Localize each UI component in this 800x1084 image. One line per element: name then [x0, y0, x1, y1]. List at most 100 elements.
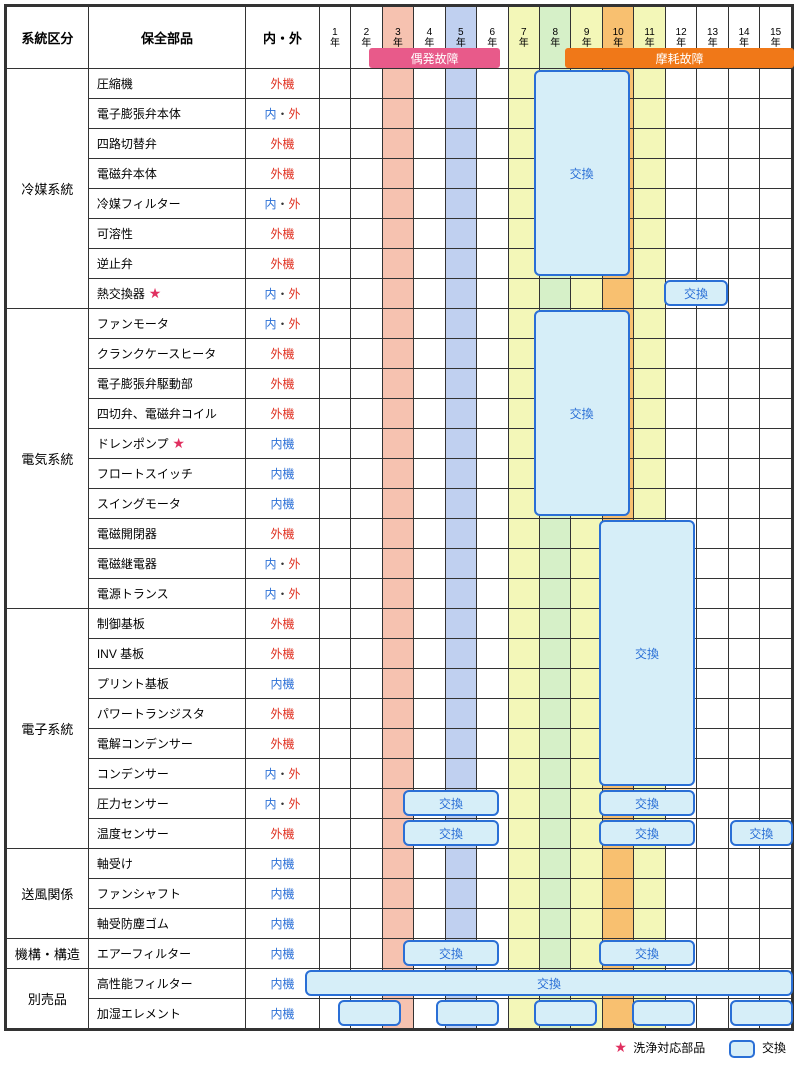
- year-cell: [634, 399, 665, 429]
- year-cell: [319, 189, 350, 219]
- part-cell: フロートスイッチ: [88, 459, 245, 489]
- col-header-system: 系統区分: [7, 7, 89, 69]
- year-cell: [351, 789, 382, 819]
- year-cell: [760, 99, 792, 129]
- year-cell: [351, 639, 382, 669]
- exchange-box: 交換: [534, 310, 630, 516]
- year-cell: [351, 819, 382, 849]
- year-cell: [760, 399, 792, 429]
- part-cell: ファンシャフト: [88, 879, 245, 909]
- exchange-box: 交換: [305, 970, 793, 996]
- year-cell: [760, 789, 792, 819]
- part-cell: クランクケースヒータ: [88, 339, 245, 369]
- year-cell: [697, 219, 728, 249]
- io-cell: 外機: [246, 69, 319, 99]
- table-row: 電磁弁本体外機: [7, 159, 792, 189]
- year-cell: [697, 849, 728, 879]
- year-cell: [665, 369, 696, 399]
- year-cell: [508, 549, 539, 579]
- year-cell: [665, 849, 696, 879]
- year-cell: [319, 579, 350, 609]
- year-cell: [697, 489, 728, 519]
- year-cell: [760, 849, 792, 879]
- io-cell: 外機: [246, 819, 319, 849]
- year-cell: [760, 879, 792, 909]
- year-cell: [382, 429, 413, 459]
- year-cell: [319, 309, 350, 339]
- year-cell: [382, 909, 413, 939]
- year-cell: [351, 519, 382, 549]
- year-cell: [414, 639, 445, 669]
- table-row: 四切弁、電磁弁コイル外機: [7, 399, 792, 429]
- table-row: 電子膨張弁本体内・外: [7, 99, 792, 129]
- year-cell: [319, 609, 350, 639]
- year-cell: [351, 249, 382, 279]
- io-cell: 内機: [246, 429, 319, 459]
- exchange-box: 交換: [534, 70, 630, 276]
- year-cell: [477, 729, 508, 759]
- year-cell: [760, 219, 792, 249]
- year-cell: [508, 609, 539, 639]
- year-cell: [351, 399, 382, 429]
- year-cell: [477, 69, 508, 99]
- system-cell: 送風関係: [7, 849, 89, 939]
- io-cell: 内機: [246, 849, 319, 879]
- table-row: 軸受防塵ゴム内機: [7, 909, 792, 939]
- legend: ★ 洗浄対応部品 交換: [4, 1039, 796, 1058]
- io-cell: 内・外: [246, 789, 319, 819]
- year-cell: [697, 129, 728, 159]
- year-cell: [445, 579, 476, 609]
- year-cell: [571, 669, 602, 699]
- table-row: 逆止弁外機: [7, 249, 792, 279]
- failure-bar: 偶発故障: [369, 48, 500, 68]
- star-icon: ★: [614, 1039, 627, 1055]
- year-cell: [697, 639, 728, 669]
- io-cell: 外機: [246, 609, 319, 639]
- year-cell: [728, 399, 759, 429]
- year-cell: [571, 279, 602, 309]
- year-cell: [319, 669, 350, 699]
- year-cell: [351, 219, 382, 249]
- year-cell: [445, 69, 476, 99]
- year-cell: [477, 219, 508, 249]
- system-cell: 別売品: [7, 969, 89, 1029]
- year-cell: [382, 159, 413, 189]
- part-cell: プリント基板: [88, 669, 245, 699]
- year-cell: [414, 369, 445, 399]
- year-cell: [382, 489, 413, 519]
- year-cell: [539, 729, 570, 759]
- io-cell: 内・外: [246, 189, 319, 219]
- year-cell: [571, 879, 602, 909]
- year-cell: [697, 819, 728, 849]
- year-cell: [382, 339, 413, 369]
- year-cell: [319, 849, 350, 879]
- year-cell: [539, 579, 570, 609]
- year-cell: [414, 339, 445, 369]
- year-cell: [351, 669, 382, 699]
- exchange-box: 交換: [599, 790, 695, 816]
- year-cell: [351, 369, 382, 399]
- year-cell: [760, 909, 792, 939]
- legend-exchange-text: 交換: [762, 1041, 786, 1055]
- part-cell: 圧力センサー: [88, 789, 245, 819]
- year-cell: [760, 129, 792, 159]
- part-cell: スイングモータ: [88, 489, 245, 519]
- year-cell: [414, 909, 445, 939]
- year-cell: [382, 549, 413, 579]
- year-cell: [697, 459, 728, 489]
- year-cell: [571, 939, 602, 969]
- year-cell: [477, 369, 508, 399]
- year-cell: [319, 879, 350, 909]
- year-cell: [728, 939, 759, 969]
- year-cell: [665, 99, 696, 129]
- io-cell: 内機: [246, 939, 319, 969]
- year-cell: [382, 279, 413, 309]
- year-cell: [634, 219, 665, 249]
- year-cell: [665, 909, 696, 939]
- part-cell: INV 基板: [88, 639, 245, 669]
- year-cell: [382, 219, 413, 249]
- year-cell: [319, 489, 350, 519]
- part-cell: 電磁開閉器: [88, 519, 245, 549]
- year-cell: [634, 339, 665, 369]
- year-cell: [414, 429, 445, 459]
